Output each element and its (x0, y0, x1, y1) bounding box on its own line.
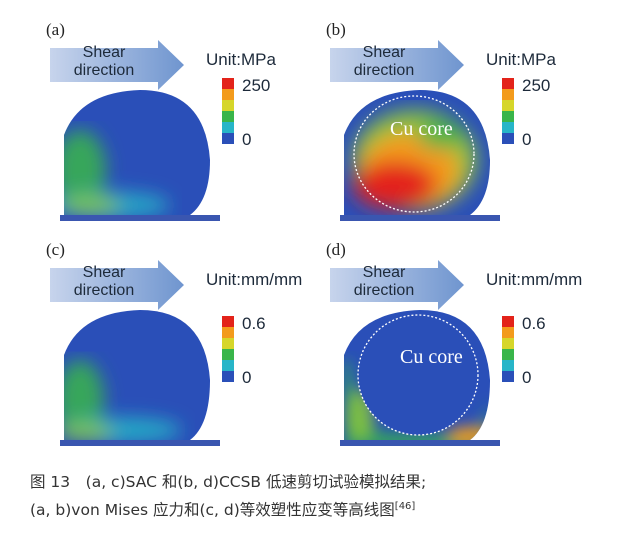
colorbar-min: 0 (522, 130, 532, 149)
colorbar-max: 0.6 (242, 314, 266, 333)
unit-label: Unit:MPa (486, 50, 556, 69)
panel-d: (d) Shear direction Unit:mm/mm 0.6 0 (320, 240, 620, 455)
colorbar-min: 0 (242, 130, 252, 149)
figure-caption: 图 13 (a, c)SAC 和(b, d)CCSB 低速剪切试验模拟结果; (… (30, 468, 630, 524)
solder-joint-contour (60, 90, 220, 221)
panel-b: (b) Shear direction Unit:MPa 250 0 (320, 20, 620, 235)
panel-a: (a) Shear direction Unit:MPa 250 0 (40, 20, 340, 235)
colorbar-max: 250 (522, 76, 551, 95)
unit-label: Unit:mm/mm (206, 270, 303, 289)
shear-arrow-icon (330, 260, 464, 310)
arrow-label-shear: Shear (82, 264, 126, 281)
unit-label: Unit:mm/mm (486, 270, 583, 289)
colorbar (222, 316, 234, 382)
colorbar-max: 250 (242, 76, 271, 95)
arrow-label-direction: direction (73, 282, 135, 299)
shear-arrow-icon (330, 40, 464, 90)
solder-joint-contour (340, 90, 500, 221)
shear-arrow-icon (50, 40, 184, 90)
colorbar (502, 78, 514, 144)
arrow-label-direction: direction (353, 282, 415, 299)
panel-label: (a) (46, 20, 65, 39)
cu-core-label: Cu core (390, 118, 453, 140)
panel-label: (c) (46, 240, 65, 259)
colorbar-max: 0.6 (522, 314, 546, 333)
caption-line-2: (a, b)von Mises 应力和(c, d)等效塑性应变等高线图 (30, 501, 395, 519)
colorbar (222, 78, 234, 144)
solder-joint-contour (340, 310, 500, 446)
arrow-label-shear: Shear (362, 44, 406, 61)
caption-reference: [46] (394, 501, 416, 512)
shear-arrow-icon (50, 260, 184, 310)
arrow-label-direction: direction (73, 62, 135, 79)
solder-joint-contour (60, 310, 220, 446)
colorbar-min: 0 (522, 368, 532, 387)
caption-line-1: 图 13 (a, c)SAC 和(b, d)CCSB 低速剪切试验模拟结果; (30, 473, 427, 491)
colorbar-min: 0 (242, 368, 252, 387)
cu-core-label: Cu core (400, 346, 463, 368)
colorbar (502, 316, 514, 382)
unit-label: Unit:MPa (206, 50, 276, 69)
panel-label: (b) (326, 20, 346, 39)
panel-label: (d) (326, 240, 346, 259)
panel-c: (c) Shear direction Unit:mm/mm 0.6 0 (40, 240, 340, 455)
arrow-label-direction: direction (353, 62, 415, 79)
arrow-label-shear: Shear (362, 264, 406, 281)
arrow-label-shear: Shear (82, 44, 126, 61)
